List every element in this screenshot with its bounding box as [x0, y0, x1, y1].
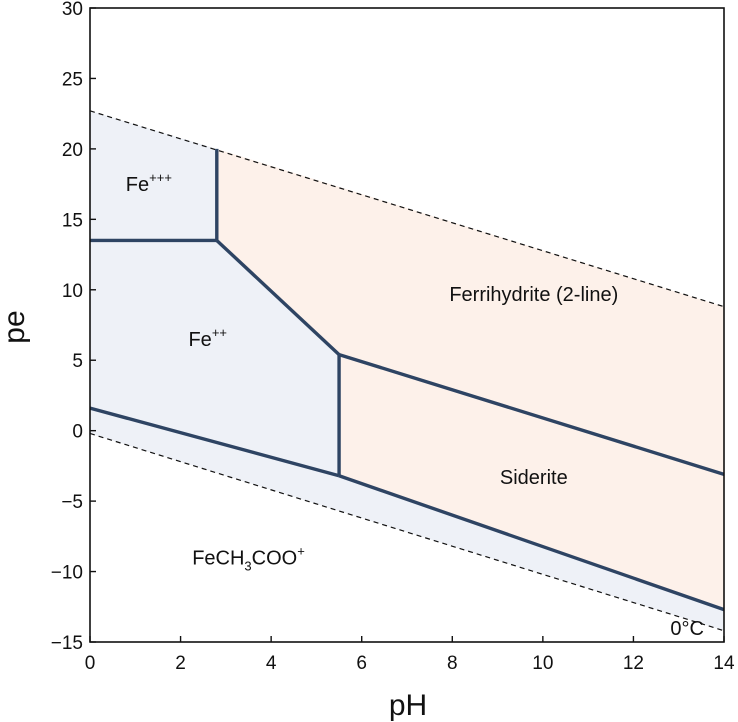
- y-tick-label: 0: [72, 422, 83, 443]
- region-area-3: [339, 354, 724, 610]
- stability-limits-layer: [89, 110, 725, 632]
- y-tick-label: −15: [51, 633, 83, 654]
- y-tick-label: 15: [62, 210, 83, 231]
- x-tick-label: 2: [175, 653, 186, 674]
- regions-layer: [90, 110, 725, 631]
- x-tick-label: 6: [356, 653, 367, 674]
- water-stability-limit-lower: [89, 432, 725, 632]
- region-area-2: [216, 148, 725, 475]
- temperature-label: 0°C: [670, 618, 704, 640]
- boundary-line-4: [338, 352, 725, 476]
- x-tick-label: 12: [623, 653, 644, 674]
- y-tick-label: 20: [62, 140, 83, 161]
- x-tick-label: 10: [532, 653, 553, 674]
- y-tick-label: −5: [61, 492, 83, 513]
- region-label-1: Fe++: [188, 325, 227, 351]
- x-tick-label: 0: [85, 653, 96, 674]
- x-axis-ticks: 0 2 4 6 8 10 12 14: [85, 636, 735, 674]
- region-area-1: [90, 240, 340, 476]
- region-area-4: [90, 408, 724, 631]
- x-axis-title: pH: [389, 689, 427, 722]
- y-tick-label: 25: [62, 69, 83, 90]
- y-tick-label: 30: [62, 0, 83, 20]
- region-label-4: FeCH3COO+: [192, 544, 305, 574]
- y-axis-ticks: −15 −10 −5 0 5 10 15 20 25 30: [51, 0, 96, 654]
- region-area-0: [90, 110, 217, 241]
- y-tick-label: 10: [62, 281, 83, 302]
- region-label-3: Siderite: [500, 467, 568, 489]
- region-label-2: Ferrihydrite (2-line): [449, 284, 618, 306]
- water-stability-limit-upper: [89, 110, 725, 308]
- region-label-0: Fe+++: [126, 170, 172, 196]
- region-labels: Fe+++ Fe++ Ferrihydrite (2-line) Siderite Fe…: [126, 170, 618, 573]
- y-tick-label: 5: [72, 351, 83, 372]
- boundary-line-6: [338, 474, 725, 612]
- plot-frame: [89, 7, 725, 643]
- boundary-line-5: [89, 406, 340, 478]
- boundaries-layer: [89, 148, 725, 612]
- boundary-line-2: [215, 239, 341, 356]
- x-tick-label: 4: [266, 653, 277, 674]
- x-tick-label: 14: [713, 653, 735, 674]
- y-tick-label: −10: [51, 563, 83, 584]
- y-axis-title: pe: [0, 310, 31, 343]
- x-tick-label: 8: [447, 653, 458, 674]
